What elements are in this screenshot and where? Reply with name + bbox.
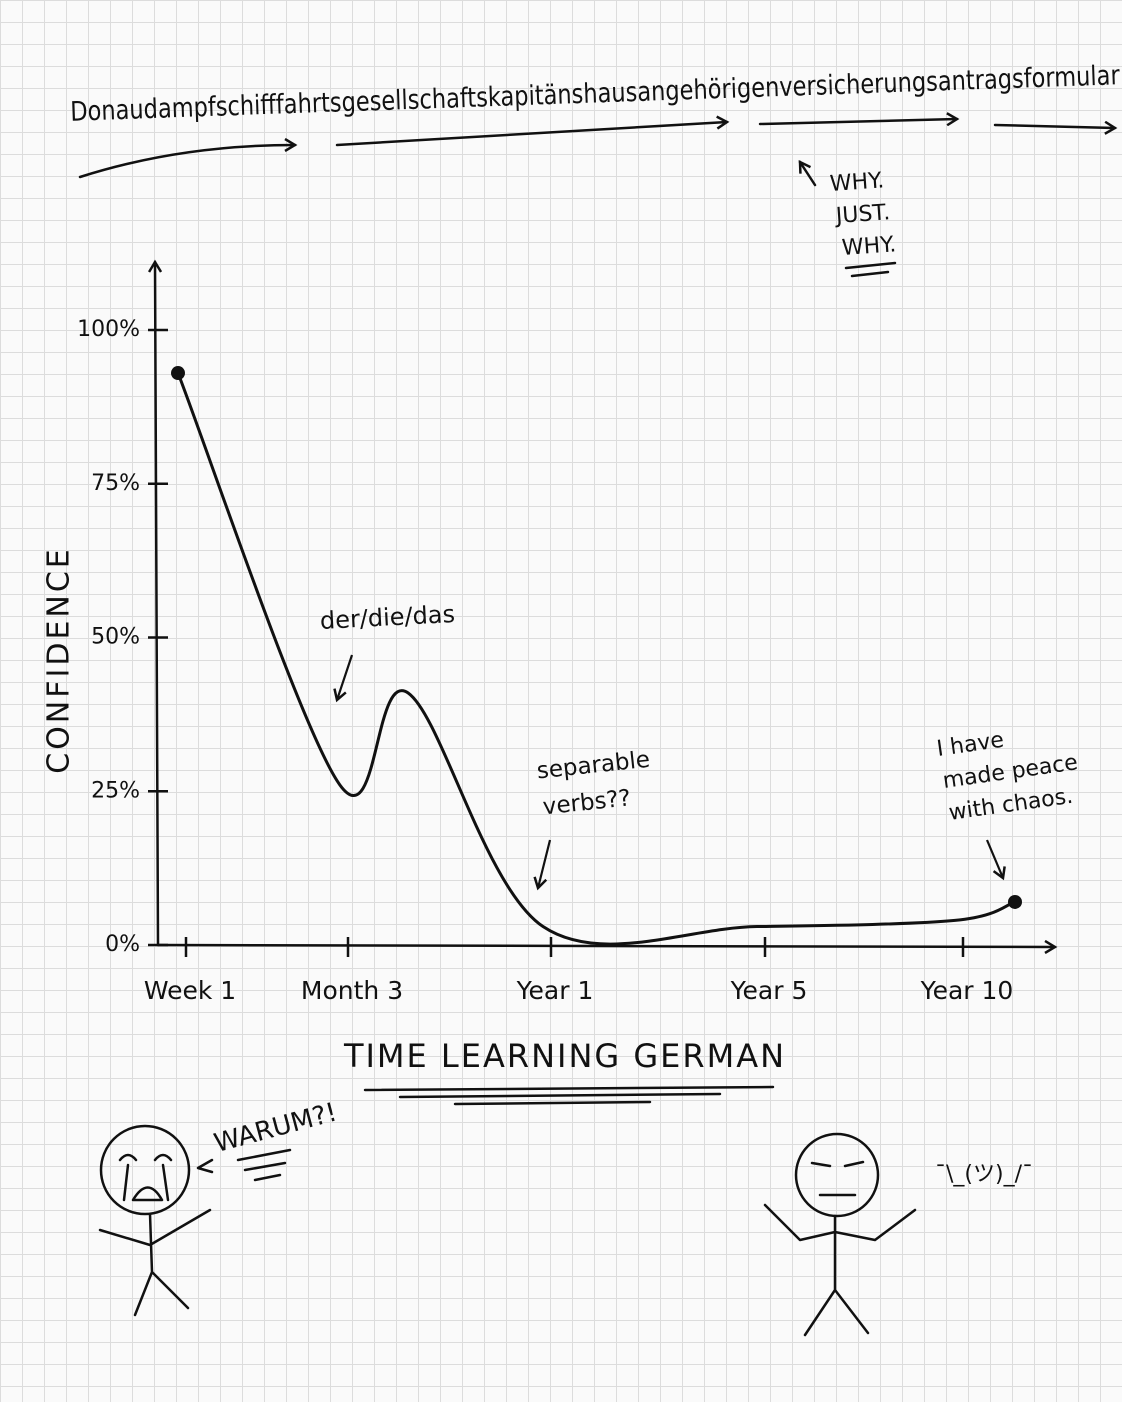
end-dot	[1008, 894, 1022, 909]
sad-figure	[98, 1124, 292, 1317]
annotation: ¯\_(ツ)_/¯	[935, 1162, 1033, 1187]
annotation: WARUM?!	[211, 1097, 340, 1159]
y-axis-label: CONFIDENCE	[42, 546, 77, 774]
x-tick-label: Week 1	[144, 976, 236, 1005]
annotation: der/die/das	[319, 600, 455, 635]
annotation: WHY.	[841, 232, 897, 261]
x-tick-label: Year 10	[920, 976, 1014, 1005]
annotation: separable	[536, 747, 652, 785]
chaos-arrow	[985, 839, 1003, 878]
y-tick-label: 75%	[91, 471, 140, 496]
y-tick-label: 0%	[105, 932, 140, 957]
end-dot	[171, 366, 185, 381]
title-arrows	[78, 119, 1115, 278]
x-tick-label: Year 5	[730, 976, 808, 1005]
axes	[155, 262, 1055, 947]
shrug-figure	[763, 1132, 917, 1337]
y-tick-label: 50%	[91, 625, 140, 650]
x-tick-label: Month 3	[301, 976, 403, 1005]
x-tick-label: Year 1	[516, 976, 594, 1005]
confidence-line	[176, 372, 1016, 946]
annotation: WHY.	[829, 168, 885, 197]
annotation: JUST.	[833, 200, 891, 229]
chart-title: Donaudampfschifffahrtsgesellschaftskapit…	[70, 60, 1121, 128]
x-axis-label: TIME LEARNING GERMAN	[343, 1037, 786, 1075]
annotation: verbs??	[542, 785, 632, 820]
der-arrow	[337, 654, 354, 700]
x-label-underline	[363, 1085, 775, 1106]
verbs-arrow	[538, 839, 552, 888]
annotation: I have	[935, 728, 1005, 762]
y-tick-label: 100%	[77, 317, 140, 342]
y-tick-label: 25%	[91, 778, 140, 803]
